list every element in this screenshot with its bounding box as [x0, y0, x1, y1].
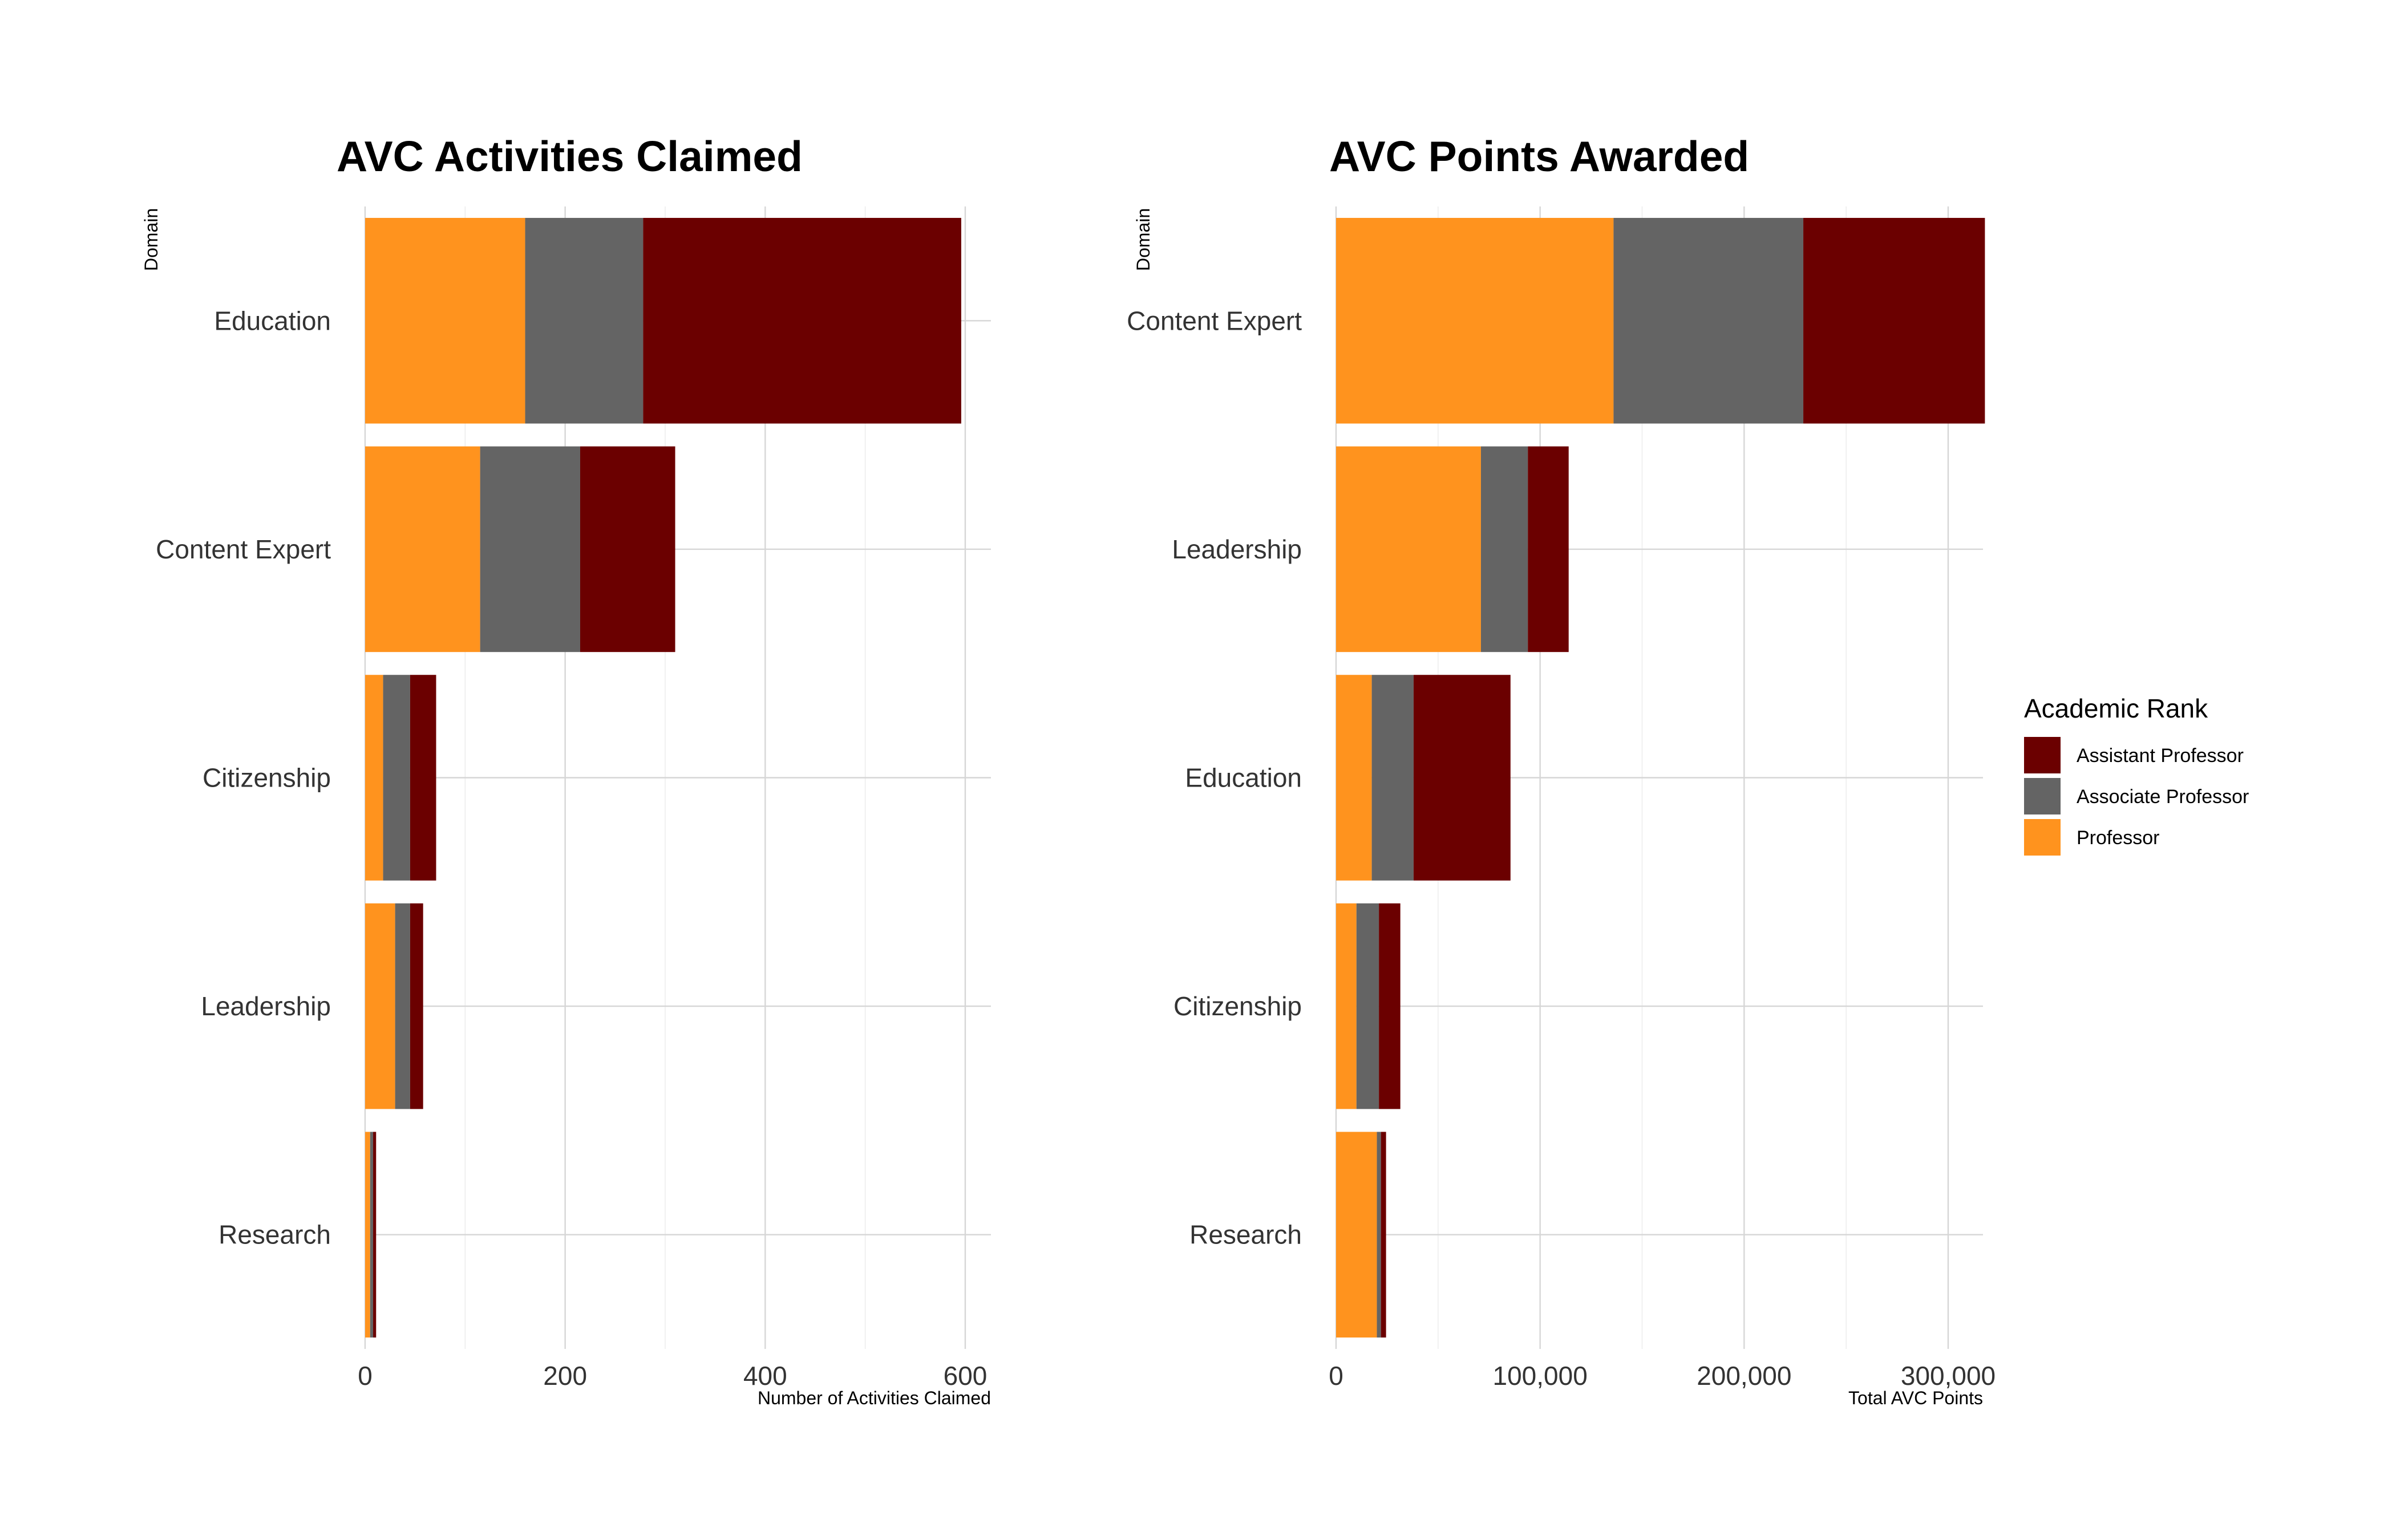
- bar-leadership-associate-professor: [395, 903, 410, 1109]
- bar-research-professor: [365, 1132, 370, 1338]
- bar-citizenship-associate-professor: [383, 675, 410, 881]
- bar-content-expert-professor: [1336, 218, 1614, 424]
- category-label-leadership: Leadership: [201, 991, 331, 1021]
- x-tick-label: 0: [358, 1361, 373, 1391]
- category-label-education: Education: [214, 306, 331, 335]
- category-label-citizenship: Citizenship: [203, 763, 331, 793]
- bar-citizenship-assistant-professor: [1379, 903, 1401, 1109]
- x-tick-label: 300,000: [1901, 1361, 1996, 1391]
- category-label-leadership: Leadership: [1172, 534, 1302, 564]
- bar-leadership-professor: [365, 903, 395, 1109]
- bar-research-assistant-professor: [1381, 1132, 1386, 1338]
- bar-content-expert-associate-professor: [480, 446, 580, 653]
- category-label-citizenship: Citizenship: [1173, 991, 1302, 1021]
- y-axis-title: Domain: [1133, 208, 1154, 271]
- x-tick-label: 200: [543, 1361, 587, 1391]
- x-tick-label: 600: [944, 1361, 987, 1391]
- bar-citizenship-associate-professor: [1356, 903, 1379, 1109]
- x-tick-label: 100,000: [1493, 1361, 1588, 1391]
- x-tick-label: 400: [743, 1361, 787, 1391]
- x-axis-title: Total AVC Points: [1848, 1388, 1983, 1408]
- legend-label-assistant-professor: Assistant Professor: [2077, 745, 2244, 767]
- bar-research-associate-professor: [370, 1132, 374, 1338]
- bar-content-expert-associate-professor: [1613, 218, 1804, 424]
- bar-education-associate-professor: [525, 218, 643, 424]
- bar-leadership-professor: [1336, 446, 1481, 653]
- activities-claimed-chart: AVC Activities Claimed Domain Number of …: [141, 132, 991, 1408]
- legend-swatch-professor: [2024, 819, 2061, 856]
- bar-research-professor: [1336, 1132, 1377, 1338]
- bar-research-associate-professor: [1377, 1132, 1381, 1338]
- x-axis-title: Number of Activities Claimed: [758, 1388, 991, 1408]
- bar-education-assistant-professor: [643, 218, 961, 424]
- bar-education-associate-professor: [1371, 675, 1414, 881]
- bar-content-expert-assistant-professor: [1803, 218, 1985, 424]
- legend-swatch-assistant-professor: [2024, 737, 2061, 773]
- bar-leadership-assistant-professor: [1528, 446, 1569, 653]
- bar-citizenship-assistant-professor: [410, 675, 436, 881]
- bar-leadership-assistant-professor: [410, 903, 423, 1109]
- legend-swatch-associate-professor: [2024, 778, 2061, 814]
- bar-content-expert-assistant-professor: [580, 446, 675, 653]
- bar-education-professor: [1336, 675, 1372, 881]
- legend: Academic Rank Assistant Professor Associ…: [2024, 694, 2249, 856]
- category-label-education: Education: [1185, 763, 1302, 793]
- legend-label-associate-professor: Associate Professor: [2077, 786, 2249, 808]
- bar-citizenship-professor: [1336, 903, 1357, 1109]
- x-tick-label: 0: [1329, 1361, 1343, 1391]
- y-axis-title: Domain: [141, 208, 161, 271]
- bar-research-assistant-professor: [373, 1132, 377, 1338]
- chart-title: AVC Activities Claimed: [337, 132, 803, 180]
- category-label-research: Research: [218, 1220, 331, 1250]
- legend-label-professor: Professor: [2077, 827, 2160, 849]
- bar-leadership-associate-professor: [1480, 446, 1528, 653]
- category-label-content-expert: Content Expert: [156, 534, 331, 564]
- bars: [365, 218, 961, 1338]
- chart-title: AVC Points Awarded: [1329, 132, 1749, 180]
- bar-education-assistant-professor: [1413, 675, 1511, 881]
- x-tick-label: 200,000: [1697, 1361, 1791, 1391]
- bar-citizenship-professor: [365, 675, 383, 881]
- bar-content-expert-professor: [365, 446, 480, 653]
- category-label-research: Research: [1189, 1220, 1302, 1250]
- legend-title: Academic Rank: [2024, 694, 2208, 723]
- category-label-content-expert: Content Expert: [1127, 306, 1302, 335]
- bars: [1336, 218, 1985, 1338]
- bar-education-professor: [365, 218, 525, 424]
- points-awarded-chart: AVC Points Awarded Domain Total AVC Poin…: [1127, 132, 1996, 1408]
